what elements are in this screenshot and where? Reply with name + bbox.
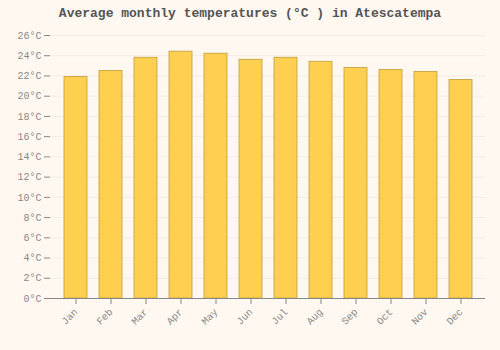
html-text:Average monthly temperatures (: Average monthly temperatures (°C ) in At… — [58, 6, 442, 21]
svg-text:10°C: 10°C — [17, 193, 41, 204]
svg-text:18°C: 18°C — [17, 112, 41, 123]
svg-text:24°C: 24°C — [17, 51, 41, 62]
svg-text:22°C: 22°C — [17, 71, 41, 82]
svg-text:Aug: Aug — [305, 307, 326, 328]
svg-text:2°C: 2°C — [23, 273, 41, 284]
svg-text:14°C: 14°C — [17, 152, 41, 163]
svg-text:May: May — [200, 307, 221, 328]
svg-text:26°C: 26°C — [17, 31, 41, 42]
svg-text:4°C: 4°C — [23, 253, 41, 264]
svg-text:16°C: 16°C — [17, 132, 41, 143]
svg-text:8°C: 8°C — [23, 213, 41, 224]
svg-text:Mar: Mar — [130, 307, 151, 328]
svg-text:0°C: 0°C — [23, 294, 41, 305]
svg-text:Feb: Feb — [95, 307, 116, 328]
svg-text:Apr: Apr — [165, 307, 186, 328]
svg-text:Jul: Jul — [270, 307, 291, 328]
svg-text:Oct: Oct — [375, 307, 396, 328]
svg-text:Dec: Dec — [445, 307, 466, 328]
svg-text:12°C: 12°C — [17, 172, 41, 183]
svg-text:6°C: 6°C — [23, 233, 41, 244]
svg-text:20°C: 20°C — [17, 91, 41, 102]
svg-text:Jun: Jun — [235, 307, 256, 328]
svg-text:Jan: Jan — [60, 307, 81, 328]
svg-text:Sep: Sep — [340, 307, 361, 328]
svg-text:Nov: Nov — [410, 307, 431, 328]
